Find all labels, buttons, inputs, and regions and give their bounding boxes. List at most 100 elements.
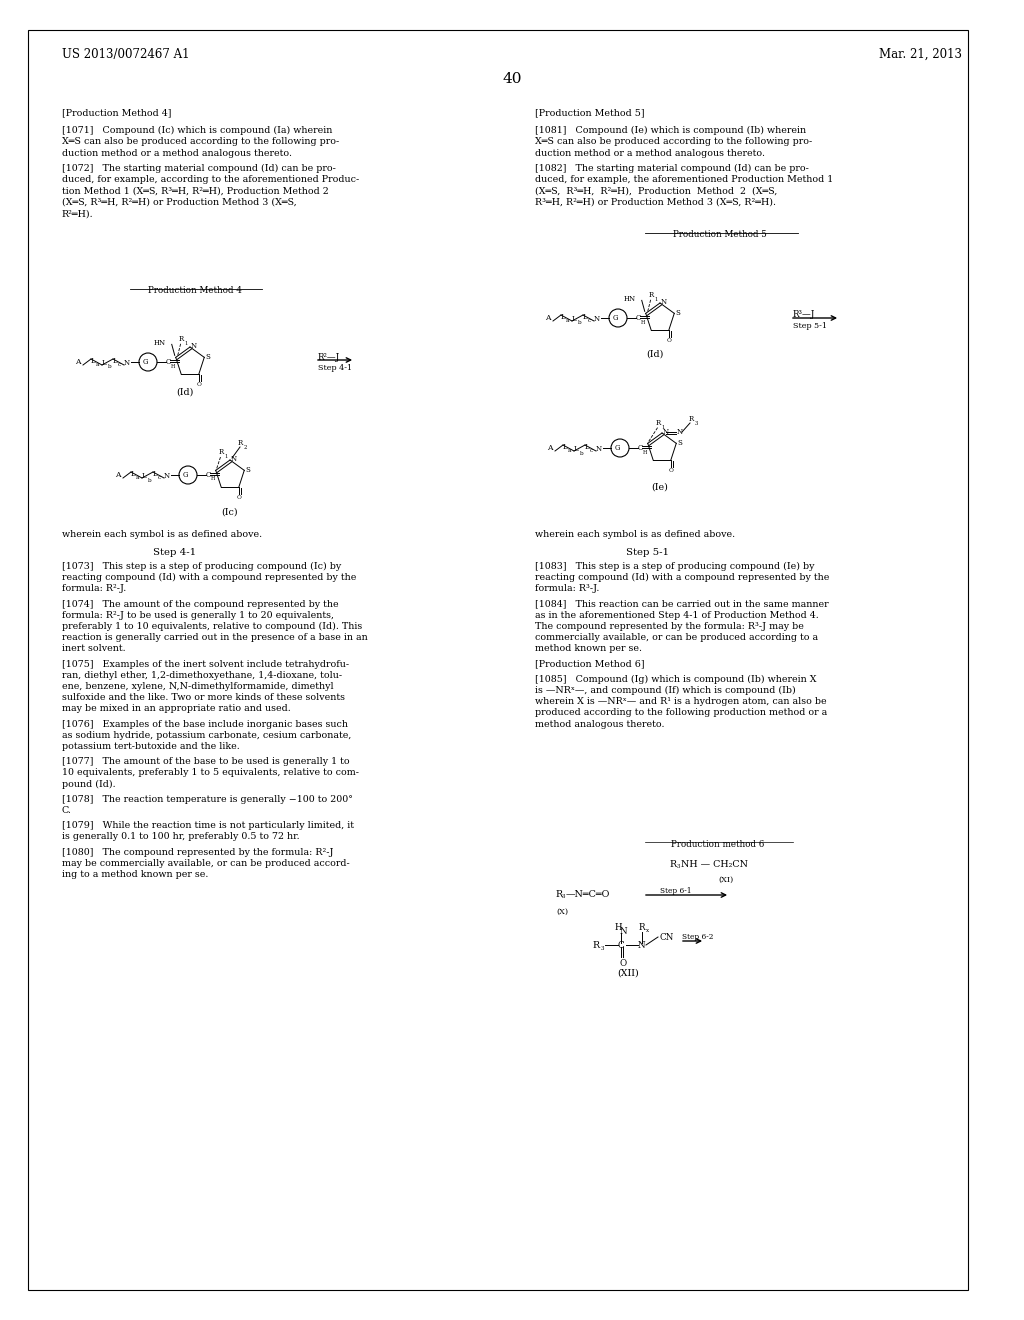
Text: S: S [675, 309, 680, 317]
Text: R³—J: R³—J [793, 310, 815, 319]
Text: duction method or a method analogous thereto.: duction method or a method analogous the… [62, 149, 292, 158]
Text: tion Method 1 (X═S, R³═H, R²═H), Production Method 2: tion Method 1 (X═S, R³═H, R²═H), Product… [62, 186, 329, 195]
Text: reaction is generally carried out in the presence of a base in an: reaction is generally carried out in the… [62, 634, 368, 643]
Text: c: c [158, 475, 161, 480]
Text: ran, diethyl ether, 1,2-dimethoxyethane, 1,4-dioxane, tolu-: ran, diethyl ether, 1,2-dimethoxyethane,… [62, 671, 342, 680]
Text: A: A [547, 444, 553, 451]
Text: NH — CH₂CN: NH — CH₂CN [681, 861, 748, 869]
Text: R³═H, R²═H) or Production Method 3 (X═S, R²═H).: R³═H, R²═H) or Production Method 3 (X═S,… [535, 198, 776, 207]
Text: R: R [639, 923, 645, 932]
Text: Step 5-1: Step 5-1 [793, 322, 827, 330]
Text: 2: 2 [244, 445, 248, 450]
Text: L: L [102, 359, 106, 367]
Text: The compound represented by the formula: R³-J may be: The compound represented by the formula:… [535, 622, 804, 631]
Text: [1077]   The amount of the base to be used is generally 1 to: [1077] The amount of the base to be used… [62, 758, 349, 766]
Text: C: C [638, 444, 643, 451]
Text: [1078]   The reaction temperature is generally −100 to 200°: [1078] The reaction temperature is gener… [62, 795, 353, 804]
Text: [1075]   Examples of the inert solvent include tetrahydrofu-: [1075] Examples of the inert solvent inc… [62, 660, 349, 669]
Text: N: N [677, 428, 683, 436]
Text: R: R [179, 335, 184, 343]
Text: L: L [131, 470, 135, 478]
Text: 1: 1 [654, 297, 658, 302]
Text: as in the aforementioned Step 4-1 of Production Method 4.: as in the aforementioned Step 4-1 of Pro… [535, 611, 819, 620]
Text: C: C [206, 471, 211, 479]
Text: L: L [585, 444, 590, 451]
Text: R: R [238, 440, 244, 447]
Text: [1084]   This reaction can be carried out in the same manner: [1084] This reaction can be carried out … [535, 599, 828, 609]
Text: A: A [75, 358, 81, 366]
Text: [1083]   This step is a step of producing compound (Ie) by: [1083] This step is a step of producing … [535, 562, 814, 572]
Text: Step 5-1: Step 5-1 [627, 548, 670, 557]
Text: Step 4-1: Step 4-1 [318, 364, 352, 372]
Text: potassium tert-butoxide and the like.: potassium tert-butoxide and the like. [62, 742, 240, 751]
Text: [1082]   The starting material compound (Id) can be pro-: [1082] The starting material compound (I… [535, 164, 809, 173]
Text: C.: C. [62, 807, 72, 814]
Text: L: L [561, 313, 565, 321]
Text: a: a [566, 318, 569, 323]
Text: R: R [689, 414, 694, 422]
Text: [1071]   Compound (Ic) which is compound (Ia) wherein: [1071] Compound (Ic) which is compound (… [62, 125, 333, 135]
Text: Step 6-1: Step 6-1 [660, 887, 691, 895]
Text: 3: 3 [677, 865, 681, 869]
Text: Step 6-2: Step 6-2 [682, 933, 714, 941]
Text: (Id): (Id) [176, 388, 194, 397]
Text: Production Method 5: Production Method 5 [673, 230, 767, 239]
Text: O: O [669, 469, 673, 473]
Text: 1: 1 [184, 342, 188, 346]
Text: HN: HN [154, 339, 166, 347]
Text: L: L [91, 356, 95, 366]
Text: [1085]   Compound (Ig) which is compound (Ib) wherein X: [1085] Compound (Ig) which is compound (… [535, 675, 816, 684]
Text: R: R [555, 890, 562, 899]
Text: L: L [583, 313, 588, 321]
Text: (XI): (XI) [719, 876, 733, 884]
Text: O: O [667, 338, 672, 343]
Text: [1081]   Compound (Ie) which is compound (Ib) wherein: [1081] Compound (Ie) which is compound (… [535, 125, 806, 135]
Text: is generally 0.1 to 100 hr, preferably 0.5 to 72 hr.: is generally 0.1 to 100 hr, preferably 0… [62, 833, 300, 841]
Text: [1072]   The starting material compound (Id) can be pro-: [1072] The starting material compound (I… [62, 164, 336, 173]
Text: b: b [108, 364, 112, 370]
Text: R²—J: R²—J [318, 352, 340, 362]
Text: produced according to the following production method or a: produced according to the following prod… [535, 709, 827, 717]
Text: US 2013/0072467 A1: US 2013/0072467 A1 [62, 48, 189, 61]
Text: R: R [655, 420, 660, 428]
Text: b: b [578, 321, 582, 326]
Text: 40: 40 [502, 73, 522, 86]
Text: [Production Method 4]: [Production Method 4] [62, 108, 171, 117]
Text: HN: HN [624, 296, 636, 304]
Text: R: R [219, 449, 224, 457]
Text: [Production Method 6]: [Production Method 6] [535, 660, 645, 669]
Text: [1079]   While the reaction time is not particularly limited, it: [1079] While the reaction time is not pa… [62, 821, 354, 830]
Text: N: N [191, 342, 198, 350]
Text: c: c [590, 449, 593, 454]
Text: b: b [148, 478, 152, 483]
Text: 1: 1 [224, 454, 228, 459]
Text: G: G [612, 314, 617, 322]
Text: (X═S, R³═H, R²═H) or Production Method 3 (X═S,: (X═S, R³═H, R²═H) or Production Method 3… [62, 198, 297, 207]
Text: commercially available, or can be produced according to a: commercially available, or can be produc… [535, 634, 818, 643]
Text: (Id): (Id) [646, 350, 664, 359]
Text: N: N [124, 359, 130, 367]
Text: N: N [638, 940, 645, 949]
Text: N: N [620, 928, 628, 936]
Text: X═S can also be produced according to the following pro-: X═S can also be produced according to th… [62, 137, 339, 147]
Text: R: R [593, 940, 600, 949]
Text: sulfoxide and the like. Two or more kinds of these solvents: sulfoxide and the like. Two or more kind… [62, 693, 345, 702]
Text: Mar. 21, 2013: Mar. 21, 2013 [879, 48, 962, 61]
Text: [1080]   The compound represented by the formula: R²-J: [1080] The compound represented by the f… [62, 847, 334, 857]
Text: O: O [620, 960, 627, 968]
Text: G: G [142, 358, 147, 366]
Text: is —NRˣ—, and compound (If) which is compound (Ib): is —NRˣ—, and compound (If) which is com… [535, 686, 796, 696]
Text: O: O [197, 381, 202, 387]
Text: 3: 3 [562, 894, 565, 899]
Text: (X═S,  R³═H,  R²═H),  Production  Method  2  (X═S,: (X═S, R³═H, R²═H), Production Method 2 (… [535, 186, 777, 195]
Text: L: L [563, 444, 567, 451]
Text: N: N [662, 298, 667, 306]
Text: inert solvent.: inert solvent. [62, 644, 126, 653]
Text: [1073]   This step is a step of producing compound (Ic) by: [1073] This step is a step of producing … [62, 562, 341, 572]
Text: N: N [596, 445, 602, 453]
Text: O: O [237, 495, 242, 500]
Text: (X): (X) [556, 908, 568, 916]
Text: C: C [618, 940, 625, 949]
Text: c: c [588, 318, 591, 323]
Text: x: x [646, 928, 649, 933]
